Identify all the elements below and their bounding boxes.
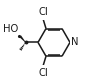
Text: N: N	[71, 37, 79, 47]
Text: Cl: Cl	[38, 67, 48, 78]
Text: Cl: Cl	[38, 7, 48, 17]
Polygon shape	[18, 34, 26, 43]
Text: HO: HO	[3, 24, 18, 34]
